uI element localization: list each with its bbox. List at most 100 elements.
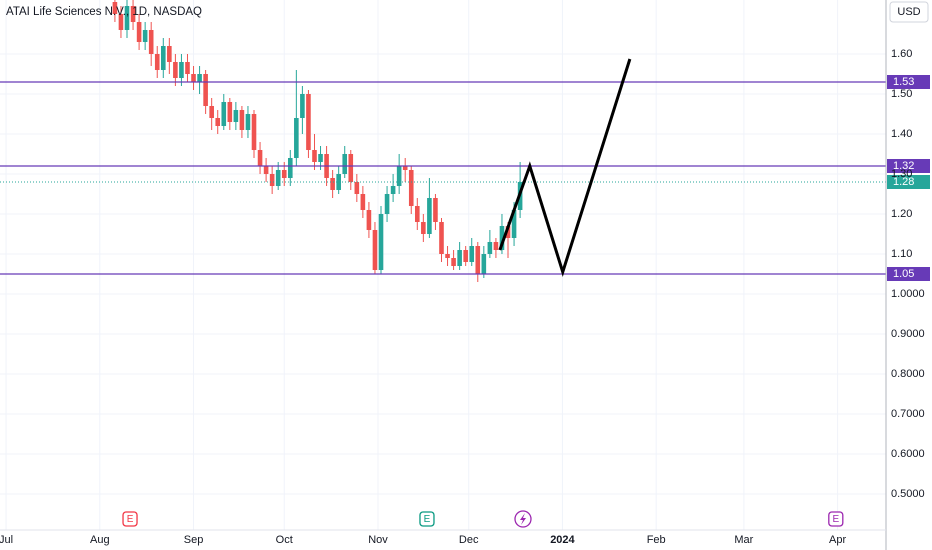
level-label: 1.32 xyxy=(893,160,914,172)
candle-body xyxy=(451,258,456,266)
y-tick-label: 1.20 xyxy=(891,208,912,220)
candle-body xyxy=(203,74,208,106)
candle-body xyxy=(372,230,378,270)
x-tick-label: Sep xyxy=(184,534,204,546)
candle-body xyxy=(130,6,136,22)
x-tick-label: Apr xyxy=(829,534,846,546)
candle-body xyxy=(269,174,275,186)
level-badge xyxy=(887,267,930,281)
candle-body xyxy=(348,154,354,182)
candle-body xyxy=(354,182,360,194)
candle-body xyxy=(336,174,341,190)
candle-body xyxy=(487,242,493,254)
candle-body xyxy=(360,194,366,210)
candle-body xyxy=(445,254,450,258)
x-tick-label: 2024 xyxy=(550,534,575,546)
candle-body xyxy=(390,186,396,194)
candle-body xyxy=(160,46,166,70)
candle-body xyxy=(408,170,414,206)
candle-body xyxy=(294,118,299,158)
event-label[interactable]: E xyxy=(832,514,839,525)
candle-body xyxy=(439,222,444,254)
x-tick-label: Mar xyxy=(734,534,753,546)
event-marker[interactable] xyxy=(419,511,435,527)
candle-body xyxy=(505,226,511,238)
candle-body xyxy=(185,62,190,74)
candle-body xyxy=(511,210,517,238)
y-tick-label: 1.60 xyxy=(891,48,912,60)
event-label[interactable]: E xyxy=(424,514,431,525)
candle-body xyxy=(124,6,130,30)
event-marker[interactable] xyxy=(828,511,844,527)
level-badge xyxy=(887,159,930,173)
candle-body xyxy=(318,154,323,162)
y-tick-label: 0.8000 xyxy=(891,368,925,380)
y-tick-label: 1.0000 xyxy=(891,288,925,300)
candle-body xyxy=(421,222,426,234)
candle-body xyxy=(481,254,487,274)
candle-body xyxy=(112,2,118,14)
currency-button[interactable] xyxy=(889,1,929,23)
x-tick-label: Dec xyxy=(459,534,479,546)
currency[interactable]: USD xyxy=(897,6,920,18)
candle-body xyxy=(306,94,311,150)
dividend-icon[interactable] xyxy=(514,510,532,528)
candle-body xyxy=(209,106,214,118)
level-badge xyxy=(887,75,930,89)
x-tick-label: Aug xyxy=(90,534,110,546)
candle-body xyxy=(227,102,233,122)
candle-body xyxy=(275,170,281,186)
y-tick-label: 1.50 xyxy=(891,88,912,100)
candle-body xyxy=(330,178,335,190)
candle-body xyxy=(493,242,499,250)
candle-body xyxy=(197,74,202,82)
candle-body xyxy=(402,166,408,170)
candle-body xyxy=(469,246,475,262)
candle-body xyxy=(414,206,420,222)
x-tick-label: Nov xyxy=(368,534,388,546)
candle-body xyxy=(396,166,402,186)
candle-body xyxy=(245,114,251,130)
x-tick-label: Jul xyxy=(0,534,13,546)
candle-body xyxy=(142,30,148,42)
candle-body xyxy=(118,14,124,30)
candle-body xyxy=(499,226,505,250)
candle-body xyxy=(300,94,305,118)
y-tick-label: 0.7000 xyxy=(891,408,925,420)
candle-body xyxy=(257,150,263,166)
candle-body xyxy=(221,102,227,126)
y-tick-label: 1.30 xyxy=(891,168,912,180)
candle-body xyxy=(239,110,245,130)
candle-body xyxy=(384,194,390,214)
candle-body xyxy=(251,114,257,150)
candle-body xyxy=(191,74,196,82)
y-tick-label: 0.5000 xyxy=(891,488,925,500)
level-label: 1.53 xyxy=(893,76,914,88)
candle-body xyxy=(463,250,468,262)
x-tick-label: Feb xyxy=(647,534,666,546)
candle-body xyxy=(173,62,178,78)
last-price-badge xyxy=(887,175,930,189)
candle-body xyxy=(378,214,384,270)
candle-body xyxy=(475,246,481,274)
y-tick-label: 0.9000 xyxy=(891,328,925,340)
drawn-path xyxy=(498,58,632,278)
candle-body xyxy=(433,198,438,222)
candle-body xyxy=(457,250,462,266)
candle-body xyxy=(366,210,372,230)
x-tick-label: Oct xyxy=(276,534,293,546)
candle-body xyxy=(342,154,348,174)
level-label: 1.05 xyxy=(893,268,914,280)
candle-body xyxy=(215,118,221,126)
event-label[interactable]: E xyxy=(127,514,134,525)
candle-body xyxy=(136,22,142,42)
y-tick-label: 0.6000 xyxy=(891,448,925,460)
event-marker[interactable] xyxy=(122,511,138,527)
candle-body xyxy=(287,158,293,178)
candle-body xyxy=(154,54,160,70)
candle-body xyxy=(312,150,317,162)
y-tick-label: 1.40 xyxy=(891,128,912,140)
chart-title: ATAI Life Sciences N.V., 1D, NASDAQ xyxy=(6,6,202,18)
candle-body xyxy=(179,62,184,78)
candle-body xyxy=(148,30,154,54)
